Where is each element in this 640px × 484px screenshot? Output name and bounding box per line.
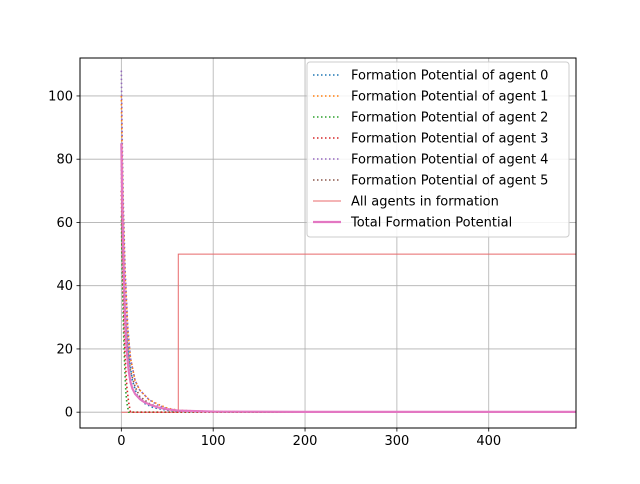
x-tick-label: 400 — [476, 434, 501, 449]
legend-box — [306, 61, 570, 238]
legend-label-7: Total Formation Potential — [350, 216, 512, 231]
y-tick-label: 40 — [56, 279, 73, 294]
y-tick-label: 80 — [56, 153, 73, 168]
legend-label-1: Formation Potential of agent 1 — [351, 90, 548, 105]
legend-label-4: Formation Potential of agent 4 — [351, 153, 548, 168]
legend-label-3: Formation Potential of agent 3 — [351, 132, 548, 147]
legend: Formation Potential of agent 0 Formation … — [306, 61, 570, 238]
legend-label-2: Formation Potential of agent 2 — [351, 111, 548, 126]
x-tick-label: 200 — [293, 434, 318, 449]
ticks: 0 100 200 300 400 0 20 40 60 80 100 — [48, 89, 501, 449]
y-tick-label: 20 — [56, 342, 73, 357]
series-line-2 — [120, 216, 576, 413]
series-line-4 — [120, 70, 576, 413]
series-group — [120, 70, 576, 413]
x-tick-label: 100 — [201, 434, 226, 449]
x-tick-label: 300 — [384, 434, 409, 449]
legend-label-0: Formation Potential of agent 0 — [351, 69, 548, 84]
series-line-6 — [121, 253, 576, 413]
legend-label-5: Formation Potential of agent 5 — [351, 174, 548, 189]
plot-frame — [79, 57, 577, 429]
y-tick-label: 60 — [56, 216, 73, 231]
legend-label-6: All agents in formation — [351, 195, 499, 210]
y-tick-label: 0 — [65, 406, 73, 421]
series-line-7 — [120, 143, 576, 413]
y-tick-label: 100 — [48, 89, 73, 104]
x-tick-label: 0 — [117, 434, 125, 449]
